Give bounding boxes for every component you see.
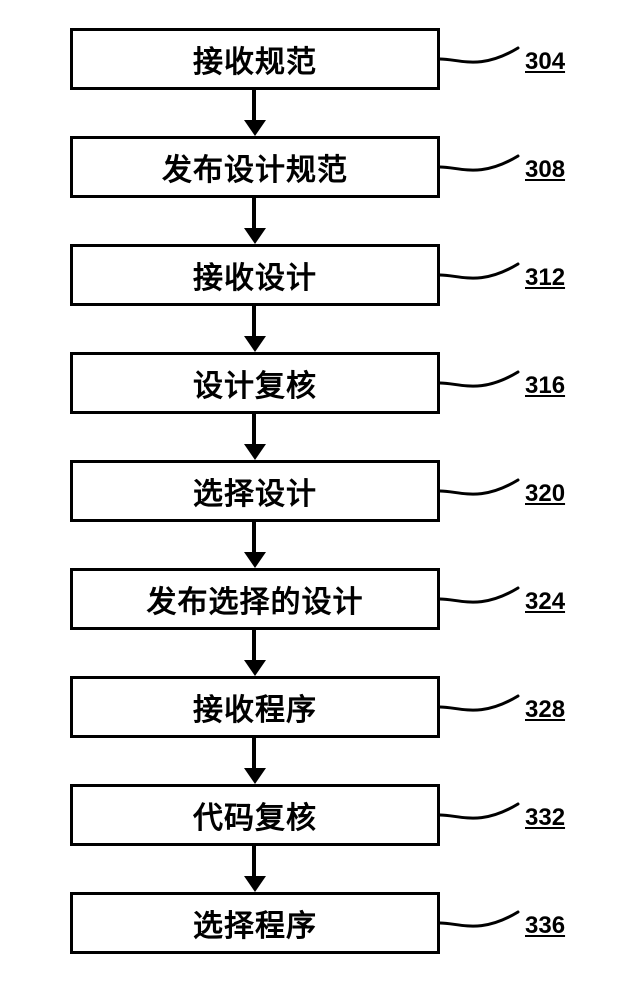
- flow-step: 发布设计规范 308: [70, 136, 570, 244]
- leader-line: [440, 36, 520, 80]
- down-arrow-icon: [248, 522, 262, 568]
- process-box: 接收程序: [70, 676, 440, 738]
- down-arrow-icon: [248, 198, 262, 244]
- reference-number: 324: [525, 588, 565, 616]
- leader-line: [440, 576, 520, 620]
- leader-line: [440, 792, 520, 836]
- flow-step: 接收设计 312: [70, 244, 570, 352]
- down-arrow-icon: [248, 846, 262, 892]
- reference-number: 320: [525, 480, 565, 508]
- flow-step: 设计复核 316: [70, 352, 570, 460]
- flow-step: 选择程序 336: [70, 892, 570, 956]
- process-box: 选择程序: [70, 892, 440, 954]
- leader-line: [440, 684, 520, 728]
- down-arrow-icon: [248, 90, 262, 136]
- reference-number: 332: [525, 804, 565, 832]
- process-box: 选择设计: [70, 460, 440, 522]
- process-box: 接收设计: [70, 244, 440, 306]
- process-box: 发布设计规范: [70, 136, 440, 198]
- process-box: 发布选择的设计: [70, 568, 440, 630]
- flow-step: 选择设计 320: [70, 460, 570, 568]
- process-box: 设计复核: [70, 352, 440, 414]
- reference-number: 336: [525, 912, 565, 940]
- down-arrow-icon: [248, 630, 262, 676]
- flowchart-container: 接收规范 304 发布设计规范 308 接收设计 312 设计复核 316 选择设计 320 发布选…: [70, 28, 570, 956]
- leader-line: [440, 144, 520, 188]
- process-box: 代码复核: [70, 784, 440, 846]
- down-arrow-icon: [248, 414, 262, 460]
- process-box: 接收规范: [70, 28, 440, 90]
- leader-line: [440, 468, 520, 512]
- leader-line: [440, 900, 520, 944]
- reference-number: 312: [525, 264, 565, 292]
- leader-line: [440, 360, 520, 404]
- reference-number: 316: [525, 372, 565, 400]
- reference-number: 328: [525, 696, 565, 724]
- flow-step: 发布选择的设计 324: [70, 568, 570, 676]
- flow-step: 代码复核 332: [70, 784, 570, 892]
- down-arrow-icon: [248, 738, 262, 784]
- flow-step: 接收程序 328: [70, 676, 570, 784]
- flow-step: 接收规范 304: [70, 28, 570, 136]
- leader-line: [440, 252, 520, 296]
- reference-number: 308: [525, 156, 565, 184]
- reference-number: 304: [525, 48, 565, 76]
- down-arrow-icon: [248, 306, 262, 352]
